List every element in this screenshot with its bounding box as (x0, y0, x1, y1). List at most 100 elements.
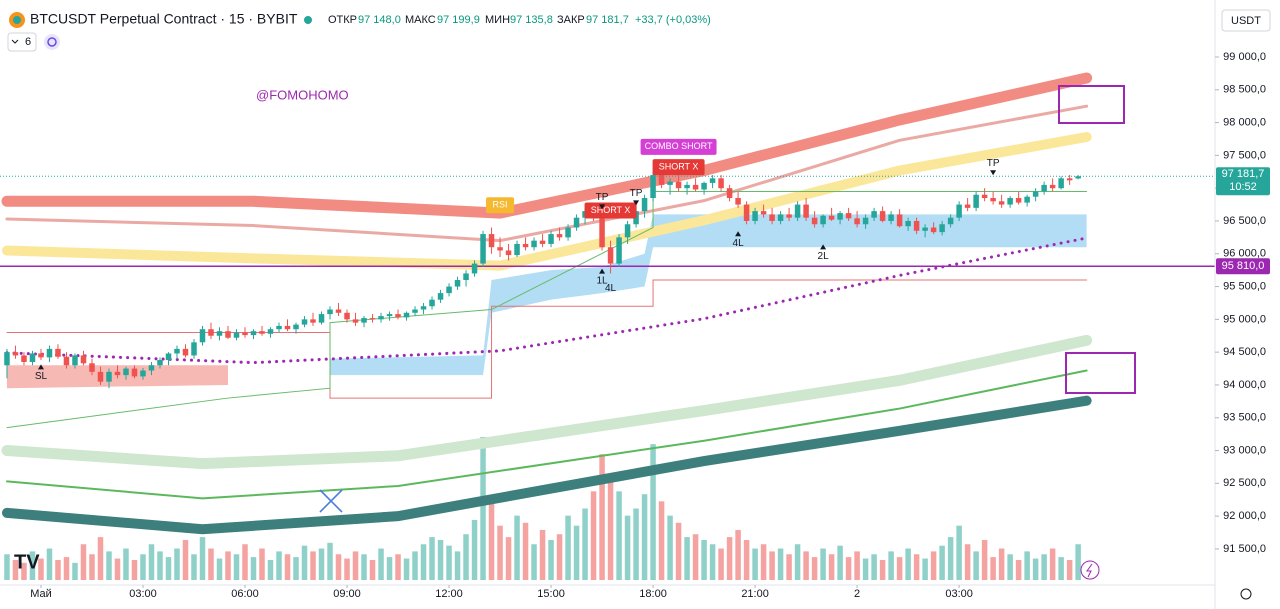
volume-bar (38, 558, 44, 580)
candle-body (378, 316, 384, 320)
volume-bar (1049, 548, 1056, 580)
candle-body (522, 243, 529, 248)
candle-body (828, 215, 835, 220)
candle-body (480, 234, 486, 264)
candle-body (63, 356, 70, 366)
candle-body (811, 217, 818, 225)
volume-bar (522, 522, 529, 580)
candle-body (123, 368, 129, 376)
cross-marker (319, 489, 343, 513)
candle-body (743, 204, 750, 221)
volume-bar (157, 551, 163, 580)
volume-bar (344, 558, 350, 580)
candle-body (242, 332, 248, 336)
lightning-button[interactable] (1080, 560, 1100, 580)
volume-bar (403, 558, 410, 580)
candle-body (922, 227, 928, 231)
settings-icon[interactable] (1240, 588, 1252, 600)
candle-body (607, 247, 614, 264)
signal-box (486, 197, 515, 214)
candle-body (514, 243, 520, 256)
y-tick-label: 98 000,0 (1223, 116, 1266, 128)
volume-bar (1066, 559, 1073, 580)
y-tick-label: 96 000,0 (1223, 248, 1266, 260)
candle-body (820, 215, 826, 225)
volume-bar (72, 562, 78, 580)
candle-body (403, 312, 410, 318)
indicator-toggle[interactable] (7, 32, 37, 52)
signal-marker (735, 231, 742, 237)
volume-bar (131, 559, 138, 580)
overlay-line (1, 395, 1092, 535)
candle-body (871, 211, 877, 218)
signal-label: SHORT X (659, 162, 699, 172)
ohlc-value: 97 181,7 (586, 14, 629, 26)
volume-bar (548, 539, 554, 580)
signal-label: TP (630, 188, 643, 199)
signal-marker (599, 268, 606, 274)
candle-body (437, 293, 444, 300)
candle-body (777, 214, 784, 221)
candle-body (471, 263, 478, 274)
signal-label: COMBO SHORT (645, 141, 713, 151)
signal-label: 2L (818, 251, 830, 262)
volume-bar (284, 554, 291, 580)
volume-bar (777, 548, 784, 580)
candle-body (752, 211, 758, 221)
volume-bar (140, 554, 146, 580)
volume-bar (599, 454, 605, 580)
candle-body (386, 314, 393, 317)
candle-body (395, 314, 401, 318)
volume-bar (21, 562, 27, 580)
signal-marker (37, 364, 44, 370)
candle-body (990, 198, 996, 202)
volume-bar (701, 539, 707, 580)
candle-body (1041, 184, 1047, 192)
highlight-box (1058, 85, 1125, 124)
volume-bar (1024, 551, 1030, 580)
last-price-label: 97 181,7 (1222, 168, 1265, 180)
volume-bar (174, 548, 180, 580)
candle-body (1066, 178, 1073, 181)
candle-body (454, 280, 461, 287)
candle-body (896, 214, 903, 227)
volume-bar (582, 508, 588, 580)
volume-bar (454, 551, 461, 580)
indicator-count: 6 (25, 36, 31, 48)
volume-bar (922, 558, 928, 580)
volume-bar (225, 551, 231, 580)
candle-body (599, 217, 605, 248)
highlight-box (1065, 352, 1136, 394)
signal-label: 4L (733, 238, 745, 249)
candle-body (276, 325, 282, 330)
candle-body (616, 237, 622, 264)
y-tick-label: 93 000,0 (1223, 444, 1266, 456)
volume-bar (573, 525, 580, 580)
currency-button[interactable] (1221, 9, 1271, 32)
volume-bar (769, 551, 775, 580)
volume-bar (964, 544, 971, 580)
y-tick-label: 96 500,0 (1223, 215, 1266, 227)
signal-label: SL (35, 371, 48, 382)
refresh-button[interactable] (44, 34, 60, 50)
ohlc-label: МАКС (405, 14, 436, 26)
candle-body (446, 286, 452, 294)
ohlc-label: МИН (485, 14, 510, 26)
volume-bar (420, 544, 427, 580)
candle-body (718, 178, 724, 189)
volume-bar (913, 554, 920, 580)
volume-bar (199, 537, 206, 580)
y-tick-label: 98 500,0 (1223, 84, 1266, 96)
volume-bar (743, 539, 750, 580)
candle-body (760, 211, 767, 215)
volume-bar (939, 545, 945, 580)
candle-body (284, 325, 291, 330)
candle-body (726, 188, 733, 199)
signal-marker (633, 200, 640, 206)
volume-bar (854, 551, 860, 580)
volume-bar (242, 544, 248, 580)
header-bg (0, 4, 1214, 34)
candle-body (1007, 198, 1013, 205)
x-tick-label: 03:00 (945, 588, 973, 600)
